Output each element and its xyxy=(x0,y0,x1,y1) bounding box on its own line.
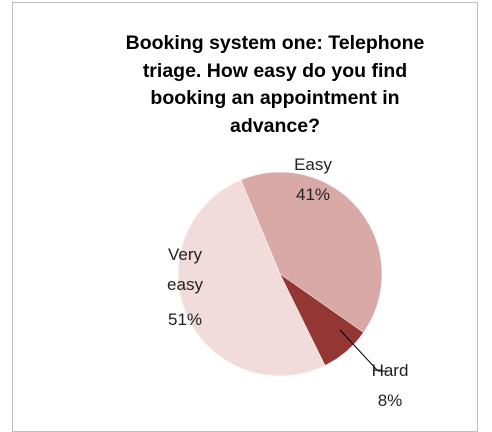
slice-label: Hard 8% xyxy=(360,356,420,416)
pie-slice xyxy=(240,171,383,333)
slice-label: Easy 41% xyxy=(283,150,343,210)
leader-line xyxy=(339,329,388,372)
value-label: 41% xyxy=(295,185,331,204)
value-label: 8% xyxy=(377,391,403,410)
category-label: Very easy xyxy=(167,245,203,294)
chart-title: Booking system one: Telephone triage. Ho… xyxy=(125,32,425,137)
slice-label: Very easy 51% xyxy=(155,240,215,335)
pie-slice xyxy=(177,179,326,377)
category-label: Hard xyxy=(371,361,409,380)
value-label: 51% xyxy=(167,310,203,329)
category-label: Easy xyxy=(294,155,332,174)
